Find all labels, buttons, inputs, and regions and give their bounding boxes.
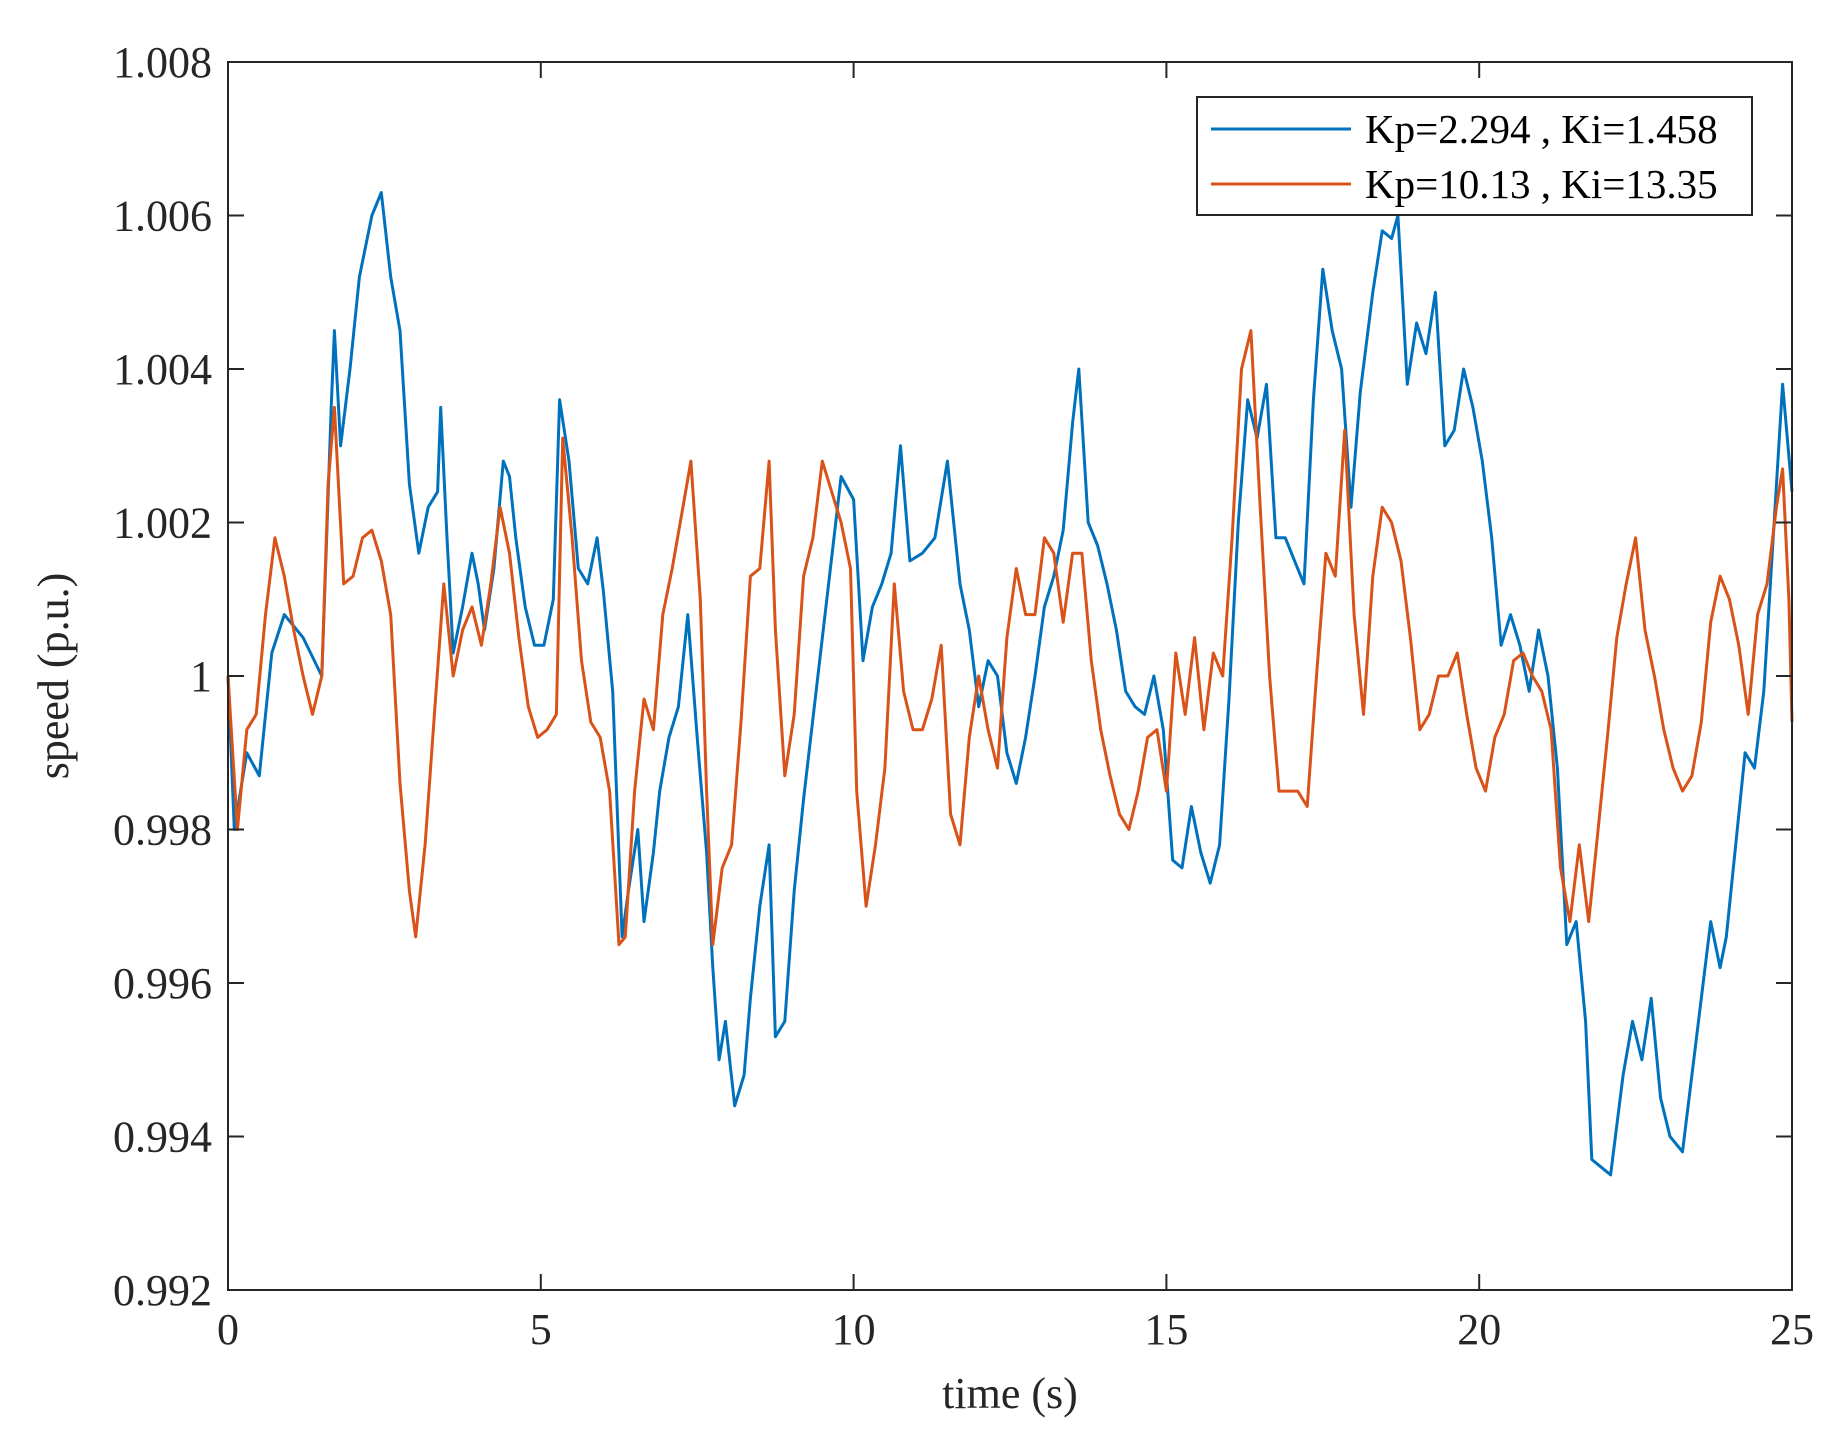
y-tick-label: 0.992 (113, 1266, 212, 1315)
x-tick-label: 20 (1457, 1305, 1501, 1354)
y-axis-label: speed (p.u.) (29, 573, 78, 780)
y-tick-label: 1 (190, 652, 212, 701)
y-tick-label: 1.008 (113, 38, 212, 87)
y-tick-label: 1.002 (113, 499, 212, 548)
x-axis-label: time (s) (942, 1369, 1078, 1418)
legend-label-series-1: Kp=2.294 , Ki=1.458 (1365, 106, 1718, 152)
legend: Kp=2.294 , Ki=1.458 Kp=10.13 , Ki=13.35 (1196, 96, 1753, 216)
y-tick-label: 1.006 (113, 192, 212, 241)
x-tick-label: 5 (530, 1305, 552, 1354)
y-tick-label: 1.004 (113, 345, 212, 394)
legend-label-series-2: Kp=10.13 , Ki=13.35 (1365, 161, 1718, 207)
y-tick-label: 0.994 (113, 1113, 212, 1162)
series-layer (226, 191, 1794, 1177)
legend-box (1196, 96, 1753, 216)
ticks-layer: 0 5 10 15 20 25 0.992 0.994 0.996 0.998 1 1.002 1.00… (113, 38, 1814, 1354)
x-tick-label: 15 (1144, 1305, 1188, 1354)
y-tick-label: 0.996 (113, 959, 212, 1008)
x-tick-label: 10 (832, 1305, 876, 1354)
x-tick-label: 0 (217, 1305, 239, 1354)
y-tick-label: 0.998 (113, 806, 212, 855)
series-line-2 (226, 329, 1794, 947)
x-tick-label: 25 (1770, 1305, 1814, 1354)
